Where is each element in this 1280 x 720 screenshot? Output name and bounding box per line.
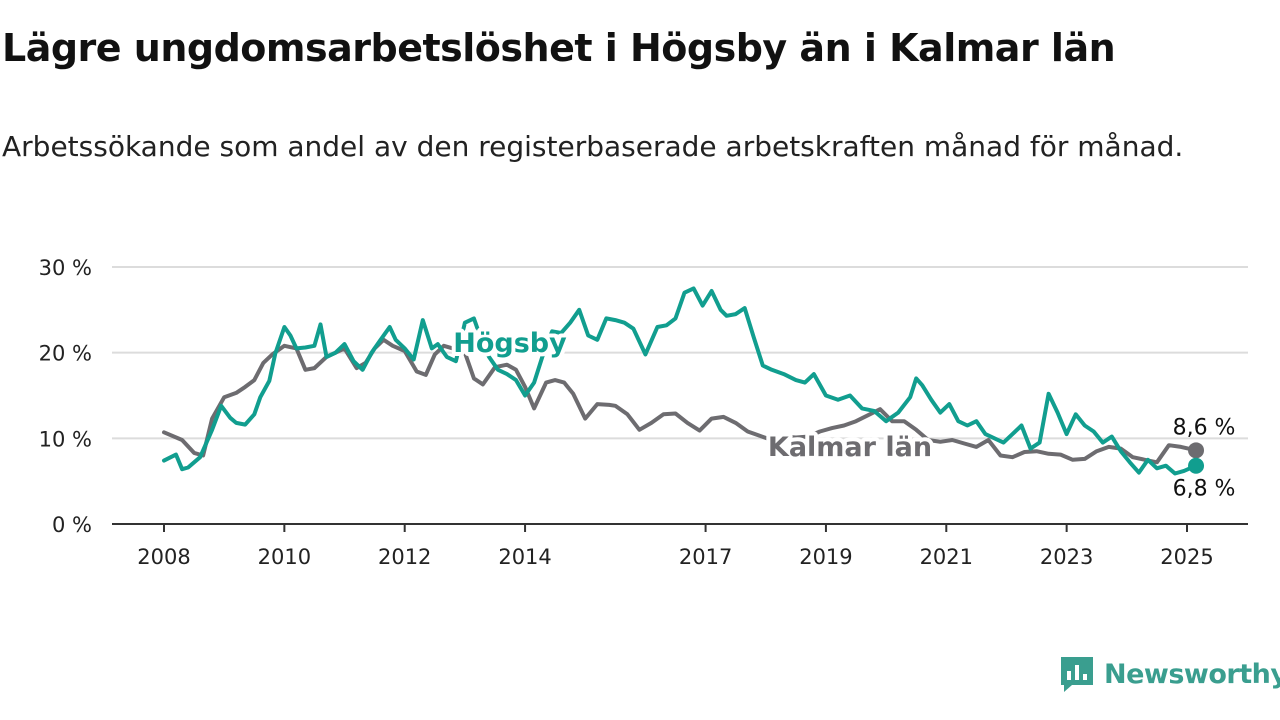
chart-subtitle: Arbetssökande som andel av den registerb… bbox=[2, 130, 1184, 163]
x-tick-label: 2017 bbox=[679, 545, 732, 569]
newsworthy-logo: Newsworthy bbox=[1058, 654, 1280, 694]
end-point-marker bbox=[1188, 457, 1205, 474]
newsworthy-logo-icon bbox=[1061, 657, 1093, 692]
chart-title: Lägre ungdomsarbetslöshet i Högsby än i … bbox=[2, 26, 1116, 70]
grid-lines bbox=[112, 266, 1248, 440]
x-tick-label: 2021 bbox=[920, 545, 973, 569]
y-tick-label: 10 % bbox=[39, 427, 92, 451]
end-point-marker bbox=[1188, 442, 1205, 459]
y-tick-label: 20 % bbox=[39, 342, 92, 366]
x-tick-label: 2019 bbox=[799, 545, 852, 569]
series-lines bbox=[162, 286, 1198, 476]
x-tick-label: 2014 bbox=[498, 545, 551, 569]
x-axis: 2008 2010 2012 2014 2017 2019 2021 2023 2025 bbox=[112, 523, 1248, 569]
series-line-kalmar-lan bbox=[162, 337, 1198, 465]
x-tick-label: 2023 bbox=[1040, 545, 1093, 569]
x-tick-label: 2010 bbox=[258, 545, 311, 569]
brand-name: Newsworthy bbox=[1104, 658, 1280, 690]
series-line-hogsby bbox=[162, 286, 1198, 476]
y-tick-label: 0 % bbox=[52, 513, 92, 537]
x-tick-label: 2012 bbox=[378, 545, 431, 569]
series-label-halo: Högsby bbox=[453, 328, 567, 359]
series-label: Kalmar län bbox=[768, 432, 932, 463]
series-label: Högsby bbox=[453, 328, 567, 359]
y-axis: 0 % 10 % 20 % 30 % bbox=[39, 256, 92, 537]
end-value-label: 6,8 % bbox=[1173, 477, 1236, 502]
y-tick-label: 30 % bbox=[39, 256, 92, 280]
x-tick-label: 2025 bbox=[1160, 545, 1213, 569]
x-tick-label: 2008 bbox=[137, 545, 190, 569]
series-label-halo: Kalmar län bbox=[768, 432, 932, 463]
end-value-label: 8,6 % bbox=[1173, 415, 1236, 440]
